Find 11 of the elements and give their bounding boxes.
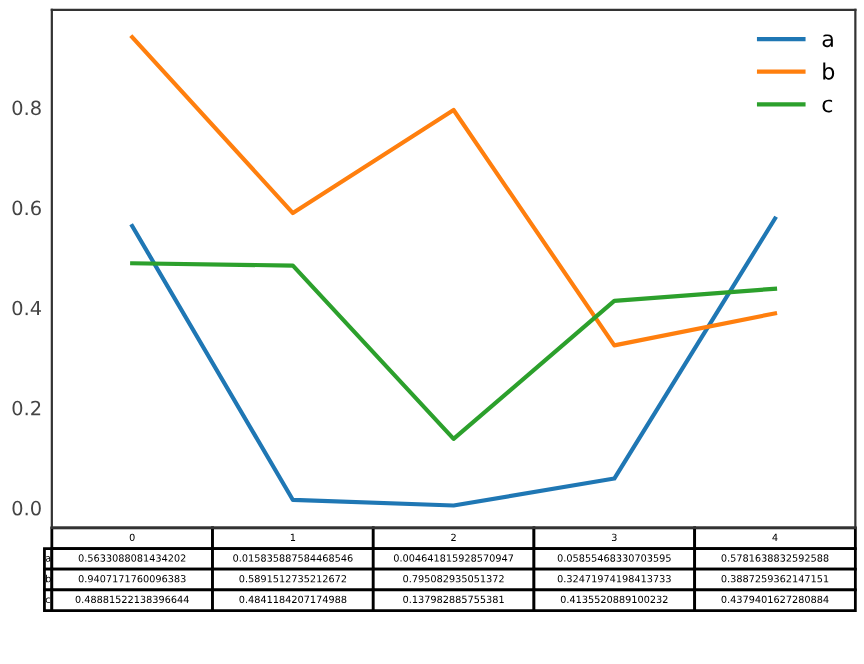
legend-label: b bbox=[823, 62, 835, 80]
legend-label: a bbox=[822, 34, 833, 48]
y-tick-label: 0.0 bbox=[12, 500, 41, 516]
y-tick-label: 0.8 bbox=[12, 100, 41, 116]
y-tick-label: 0.4 bbox=[12, 300, 42, 316]
line-series bbox=[130, 216, 778, 508]
legend-label: c bbox=[822, 99, 833, 113]
y-tick-label: 0.2 bbox=[12, 400, 41, 416]
line-series bbox=[130, 261, 778, 441]
y-tick-label: 0.6 bbox=[12, 200, 41, 216]
line-series bbox=[130, 35, 778, 348]
